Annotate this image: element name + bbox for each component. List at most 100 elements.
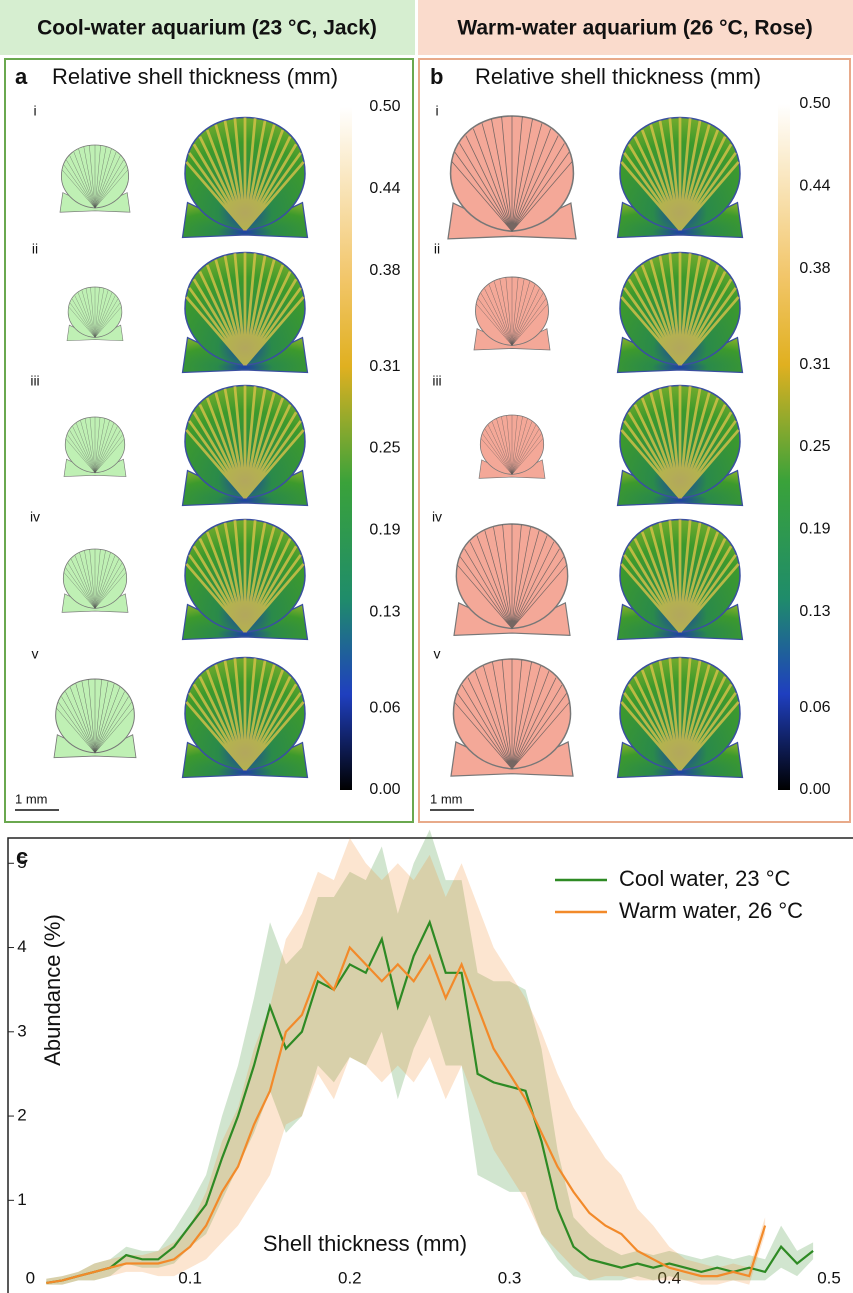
colorbar	[340, 107, 352, 790]
colorbar-tick-label: 0.25	[799, 438, 830, 455]
shell-ribs	[620, 252, 740, 366]
scale-bar-label: 1 mm	[430, 791, 463, 806]
shell	[53, 678, 137, 759]
x-tick-label: 0.1	[178, 1268, 202, 1287]
shell	[181, 656, 309, 779]
shell-ears	[450, 741, 574, 777]
colorbar	[778, 104, 790, 790]
panel-frame	[4, 58, 414, 823]
colorbar-tick-label: 0.38	[799, 260, 830, 277]
x-tick-label: 0	[26, 1268, 35, 1287]
panel-frame	[418, 58, 851, 823]
shell-ears	[53, 734, 137, 759]
shell-ribs	[68, 286, 122, 338]
shell-ears	[181, 603, 309, 641]
shell-ribs	[185, 117, 305, 231]
shell-ribs	[185, 385, 305, 499]
scale-bar-label: 1 mm	[15, 791, 48, 806]
colorbar-tick-label: 0.19	[369, 522, 400, 539]
shell-ribs	[457, 524, 567, 629]
shell-ears	[616, 336, 744, 374]
header-bg	[418, 0, 853, 55]
row-label: i	[33, 103, 36, 119]
legend-label: Cool water, 23 °C	[619, 866, 791, 891]
shell-ribs	[620, 385, 740, 499]
x-tick-label: 0.5	[817, 1268, 841, 1287]
panel-letter: b	[430, 64, 443, 89]
panel-header: Warm-water aquarium (26 °C, Rose)	[457, 17, 812, 40]
shell	[181, 251, 309, 374]
shell	[616, 384, 744, 507]
row-label: iv	[30, 509, 40, 525]
shell-ribs	[476, 277, 548, 346]
shell	[61, 548, 129, 613]
shell-ribs	[620, 657, 740, 771]
panel-header: Cool-water aquarium (23 °C, Jack)	[37, 17, 377, 40]
panel-title: Relative shell thickness (mm)	[52, 64, 338, 89]
x-tick-label: 0.2	[338, 1268, 362, 1287]
shell-ears	[66, 324, 124, 342]
shell-ears	[616, 469, 744, 507]
shell-ears	[453, 602, 571, 636]
shell	[473, 276, 551, 351]
shell-ears	[447, 202, 577, 240]
colorbar-tick-label: 0.44	[799, 178, 830, 195]
shell-ears	[616, 201, 744, 239]
shell-ears	[478, 459, 546, 479]
shell	[616, 656, 744, 779]
shell-ribs	[65, 416, 125, 473]
row-label: v	[434, 646, 441, 662]
y-tick-label: 5	[17, 853, 26, 872]
shell-ribs	[451, 116, 573, 232]
y-tick-label: 3	[17, 1021, 26, 1040]
shell	[616, 251, 744, 374]
shell-ears	[63, 458, 127, 477]
line	[46, 945, 767, 1284]
colorbar-tick-label: 0.31	[369, 358, 400, 375]
y-axis-label: Abundance (%)	[40, 914, 65, 1066]
shell-ears	[616, 603, 744, 641]
row-label: v	[32, 646, 39, 662]
shell-ribs	[63, 548, 127, 609]
colorbar-tick-label: 0.13	[799, 603, 830, 620]
shell-ribs	[185, 252, 305, 366]
legend-label: Warm water, 26 °C	[619, 898, 803, 923]
shell-ears	[616, 741, 744, 779]
x-tick-label: 0.3	[498, 1268, 522, 1287]
shell	[453, 523, 571, 636]
shell-ribs	[185, 657, 305, 771]
shell	[59, 144, 131, 213]
row-label: ii	[32, 241, 38, 257]
shell-ribs	[185, 519, 305, 633]
shell	[447, 115, 577, 240]
row-label: iii	[432, 373, 441, 389]
error-band	[46, 838, 766, 1285]
row-label: iii	[30, 373, 39, 389]
line	[46, 919, 814, 1284]
y-tick-label: 2	[17, 1106, 26, 1125]
shell-ears	[181, 336, 309, 374]
shell	[66, 286, 124, 342]
shell-ears	[61, 593, 129, 613]
panel-letter: a	[15, 64, 28, 89]
shell-ribs	[480, 414, 544, 475]
row-label: ii	[434, 241, 440, 257]
panel-letter: c	[16, 844, 28, 869]
shell-ribs	[620, 519, 740, 633]
row-label: i	[435, 103, 438, 119]
shell-ears	[473, 328, 551, 351]
shell	[181, 384, 309, 507]
shell	[616, 116, 744, 239]
shell	[63, 416, 127, 477]
shell-ribs	[62, 145, 128, 209]
colorbar-tick-label: 0.13	[369, 604, 400, 621]
panel-title: Relative shell thickness (mm)	[475, 64, 761, 89]
colorbar-tick-label: 0.06	[369, 699, 400, 716]
colorbar-tick-label: 0.00	[369, 781, 400, 798]
header-bg	[0, 0, 415, 55]
shell-ears	[181, 469, 309, 507]
shell-ears	[181, 741, 309, 779]
shell	[181, 116, 309, 239]
x-tick-label: 0.4	[657, 1268, 681, 1287]
